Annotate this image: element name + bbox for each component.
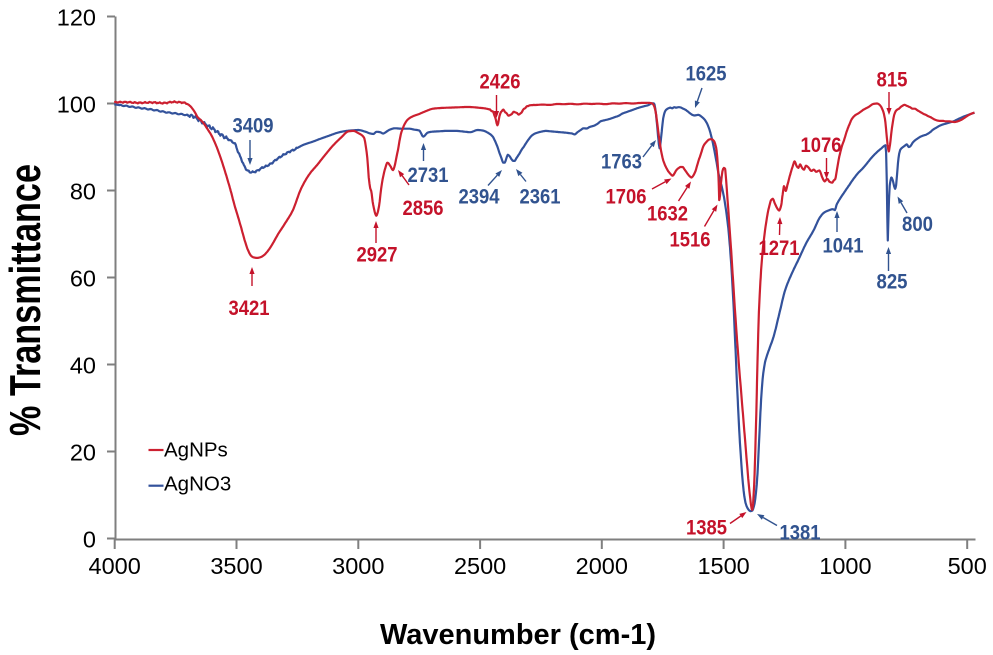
svg-text:1516: 1516 [670,227,711,252]
svg-text:2361: 2361 [520,184,561,209]
svg-text:60: 60 [70,265,96,291]
svg-text:1381: 1381 [780,520,821,545]
svg-text:800: 800 [902,211,933,236]
svg-text:4000: 4000 [89,553,141,579]
svg-text:120: 120 [57,4,96,30]
svg-text:0: 0 [83,526,96,552]
svg-text:3409: 3409 [233,113,274,138]
svg-text:1632: 1632 [647,201,688,226]
svg-text:815: 815 [877,67,908,92]
svg-text:500: 500 [948,553,987,579]
svg-text:2394: 2394 [459,184,500,209]
svg-text:2731: 2731 [408,162,449,187]
svg-text:2000: 2000 [576,553,628,579]
svg-text:825: 825 [877,269,908,294]
svg-text:80: 80 [70,178,96,204]
svg-text:% Transmittance: % Transmittance [1,164,50,436]
svg-text:3500: 3500 [210,553,262,579]
svg-text:2856: 2856 [403,195,444,220]
svg-text:1763: 1763 [601,149,642,174]
svg-text:40: 40 [70,352,96,378]
svg-text:1706: 1706 [606,184,647,209]
svg-text:AgNO3: AgNO3 [164,473,231,496]
svg-text:1271: 1271 [759,235,800,260]
svg-text:Wavenumber (cm-1): Wavenumber (cm-1) [380,619,656,651]
svg-text:2500: 2500 [454,553,506,579]
svg-text:1625: 1625 [686,61,727,86]
svg-text:1500: 1500 [697,553,749,579]
svg-text:2426: 2426 [480,69,521,94]
svg-text:1076: 1076 [801,132,842,157]
svg-text:3421: 3421 [229,295,270,320]
svg-text:20: 20 [70,439,96,465]
svg-text:3000: 3000 [332,553,384,579]
svg-text:2927: 2927 [357,242,398,267]
svg-text:AgNPs: AgNPs [164,439,228,462]
svg-text:100: 100 [57,91,96,117]
svg-text:1041: 1041 [823,233,864,258]
svg-text:1385: 1385 [686,515,727,540]
svg-text:1000: 1000 [819,553,871,579]
